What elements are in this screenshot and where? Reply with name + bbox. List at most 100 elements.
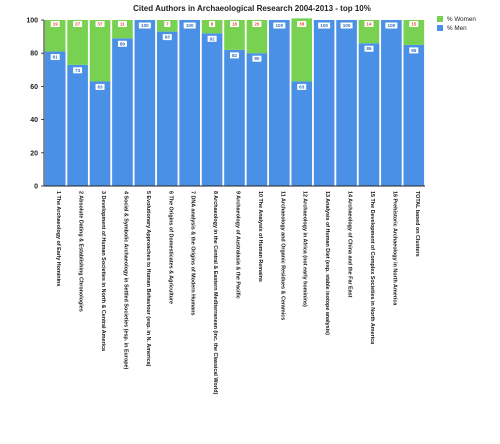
men-data-label: 81	[53, 55, 59, 60]
women-data-label: 15	[411, 22, 417, 27]
bar-men	[67, 64, 88, 186]
category-label: 10 The Analysis of Human Remains	[257, 191, 263, 282]
men-data-label: 82	[232, 53, 238, 58]
women-data-label-box	[252, 21, 262, 27]
men-data-label: 89	[120, 41, 126, 46]
category-label: 13 Analysis of Human Diet (esp. stable i…	[324, 191, 330, 335]
legend-swatch	[437, 16, 443, 22]
men-data-label: 100	[388, 23, 396, 28]
men-data-label-box	[297, 83, 307, 90]
men-data-label-box	[409, 47, 419, 54]
men-data-label: 63	[299, 84, 305, 89]
men-data-label-box	[385, 22, 398, 29]
bar-women	[224, 20, 245, 50]
women-data-label-box	[73, 21, 83, 27]
bar-men	[201, 33, 223, 186]
legend: % Women % Men	[437, 16, 476, 32]
women-data-label: 20	[254, 22, 260, 27]
bar-men	[89, 81, 111, 186]
men-data-label: 100	[275, 23, 283, 28]
men-data-label: 63	[97, 84, 103, 89]
women-data-label: 14	[366, 22, 372, 27]
bars-layer: 81 19 73 27 63 37 89 11 100 93 7 100 92 8 82 18 80 20 100 6…	[44, 18, 425, 187]
men-data-label: 100	[343, 23, 351, 28]
y-tick-label: 40	[30, 117, 38, 124]
y-tick-label: 100	[26, 18, 38, 25]
men-data-label-box	[95, 83, 105, 90]
men-data-label-box	[207, 35, 217, 42]
women-data-label-box	[50, 21, 60, 27]
women-data-label: 27	[75, 22, 81, 27]
women-data-label: 7	[166, 22, 169, 27]
men-data-label-box	[138, 22, 151, 29]
men-data-label-box	[117, 40, 127, 47]
men-data-label-box	[364, 45, 374, 52]
men-data-label: 85	[411, 48, 417, 53]
bar-women	[246, 20, 268, 54]
women-data-label-box	[364, 21, 374, 27]
category-label: 14 Archaeology of China and the Far East	[347, 191, 353, 298]
category-label: 12 Archaeology in Africa (not early homi…	[302, 191, 308, 307]
women-data-label: 11	[120, 22, 125, 27]
bar-women	[112, 20, 133, 39]
women-data-label: 8	[211, 22, 214, 27]
bar-women	[89, 20, 111, 82]
legend-label: % Women	[447, 16, 476, 23]
category-label: 8 Archaeology in the Central & Eastern M…	[212, 191, 218, 395]
y-tick-label: 60	[30, 84, 38, 91]
bar-men	[224, 49, 245, 186]
women-data-label-box	[164, 21, 171, 27]
men-data-label: 100	[186, 23, 194, 28]
men-data-label: 73	[75, 68, 81, 73]
bar-men	[336, 20, 357, 186]
bar-women	[291, 18, 313, 82]
women-data-label: 19	[53, 22, 59, 27]
men-data-label-box	[50, 54, 60, 61]
bar-women	[44, 20, 66, 52]
men-data-label: 92	[210, 36, 216, 41]
men-data-label-box	[273, 22, 286, 29]
bar-women	[358, 20, 380, 44]
men-data-label: 100	[141, 23, 149, 28]
women-data-label: 37	[97, 22, 103, 27]
bar-women	[403, 20, 425, 45]
men-data-label-box	[73, 67, 83, 74]
legend-swatch	[437, 25, 443, 31]
bar-men	[403, 44, 425, 187]
y-tick-label: 0	[34, 184, 38, 191]
men-data-label-box	[230, 52, 239, 59]
bar-men	[381, 20, 402, 186]
bar-men	[179, 20, 200, 186]
category-label: 7 DNA analysis & the Origins of Modern H…	[190, 191, 196, 315]
y-tick-label: 20	[30, 150, 38, 157]
men-data-label-box	[318, 22, 331, 29]
women-data-label-box	[209, 21, 216, 27]
men-data-label: 80	[254, 56, 260, 61]
bar-men	[246, 53, 268, 187]
women-data-label-box	[409, 21, 419, 27]
category-label: 9 Archaeology of Australasia & the Pacif…	[235, 191, 241, 299]
men-data-label-box	[162, 34, 172, 41]
women-data-label: 18	[232, 22, 238, 27]
bar-women	[67, 20, 88, 65]
men-data-label-box	[183, 22, 196, 29]
category-label: 11 Archaeology and Organic Residues & Ce…	[279, 191, 285, 320]
category-label: 6 The Origins of Domesticates & Agricult…	[167, 191, 173, 304]
legend-label: % Men	[447, 25, 467, 32]
women-data-label-box	[117, 21, 127, 27]
category-label: 4 Social & Symbolic Archaeology in Settl…	[122, 191, 128, 370]
category-label: 5 Evolutionary Approaches to Human Behav…	[145, 191, 151, 367]
men-data-label: 86	[366, 46, 372, 51]
women-data-label-box	[297, 21, 307, 27]
y-tick-label: 80	[30, 51, 38, 58]
category-label: 1 The Archaeology of Early Hominins	[55, 191, 61, 286]
bar-men	[269, 20, 290, 186]
category-label: TOTAL based on Clusters	[414, 191, 420, 257]
men-data-label: 100	[320, 23, 328, 28]
bar-men	[313, 20, 335, 186]
bar-men	[358, 43, 380, 186]
category-label: 2 Absolute Dating & Establishing Chronol…	[78, 191, 84, 312]
category-label: 3 Development of Human Societies in Nort…	[100, 191, 106, 352]
bar-men	[44, 51, 66, 186]
bar-men	[112, 38, 133, 187]
